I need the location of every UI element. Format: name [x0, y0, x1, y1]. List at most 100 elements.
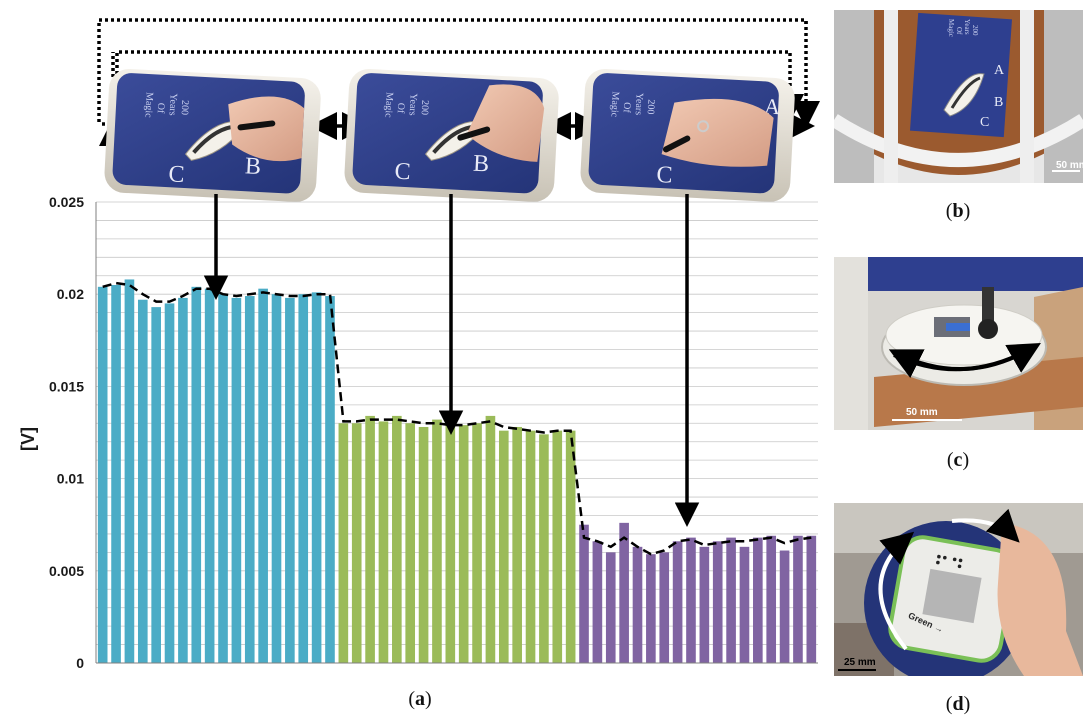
board-text-of: Of: [395, 102, 407, 114]
bar-series-2: [351, 423, 362, 663]
bar-series-1: [271, 294, 282, 663]
bar-series-2: [472, 423, 482, 663]
bar-series-1: [231, 297, 242, 663]
photo-d-handheld-device: Green → 25 mm: [834, 503, 1083, 676]
bar-series-2: [378, 421, 389, 663]
board-letter-c: C: [168, 161, 185, 188]
board-text-magic: Magic: [608, 91, 620, 118]
bar-series-2: [432, 419, 442, 663]
bar-series-3: [726, 537, 736, 663]
bar-series-3: [605, 552, 616, 663]
bar-series-1: [244, 296, 255, 663]
caption-b-letter: b: [952, 200, 964, 222]
bar-series-1: [204, 288, 215, 663]
bar-series-1: [191, 286, 202, 663]
photo-d-svg: Green → 25 mm: [834, 503, 1083, 676]
caption-c: (c): [946, 449, 970, 471]
board-text-200: 200: [645, 99, 657, 115]
y-tick-label: 0: [76, 655, 84, 671]
bar-series-1: [258, 288, 268, 663]
device-board-2: 200 Years Of Magic B C: [344, 69, 559, 202]
photo-b-letter-a: A: [994, 63, 1005, 78]
board-text-years: Years: [633, 93, 645, 116]
device-board-3: 200 Years Of Magic A C: [580, 69, 795, 202]
bar-series-3: [646, 554, 656, 663]
bar-series-2: [365, 415, 375, 663]
photo-b-scale-label: 50 mm: [1056, 160, 1083, 171]
y-tick-label: 0.01: [57, 471, 84, 487]
bar-series-2: [392, 415, 402, 663]
bar-series-3: [686, 537, 696, 663]
bar-series-1: [325, 296, 335, 663]
caption-d: (d): [945, 693, 971, 715]
bar-series-3: [766, 535, 777, 663]
device-board-1: 200 Years Of Magic B C: [104, 69, 321, 202]
bar-series-1: [124, 279, 135, 663]
device-schematic: 200 Years Of Magic B C 200 Years Of Magi…: [0, 0, 830, 205]
y-tick-labels: 0 0.005 0.01 0.015 0.02 0.025: [49, 194, 84, 671]
bar-series-2: [565, 430, 576, 663]
caption-c-letter: c: [953, 449, 963, 471]
board-text-years: Years: [167, 93, 179, 116]
bar-series-3: [753, 537, 763, 663]
bar-series-3: [779, 550, 790, 663]
bar-series-1: [137, 299, 148, 663]
photo-c-svg: 50 mm: [834, 257, 1083, 430]
voltage-bar-chart: 0 0.005 0.01 0.015 0.02 0.025 [V]: [0, 185, 830, 680]
bar-series-2: [552, 430, 563, 663]
photo-d-scale-label: 25 mm: [844, 657, 876, 668]
photo-b-text-magic: Magic: [947, 19, 955, 37]
bar-series-2: [418, 426, 429, 663]
bar-series-2: [405, 423, 416, 663]
board-letter-b: B: [244, 153, 261, 180]
chart-svg: 0 0.005 0.01 0.015 0.02 0.025 [V]: [18, 194, 818, 671]
bar-series-3: [806, 535, 817, 663]
board-text-magic: Magic: [142, 92, 154, 119]
bar-series-1: [218, 294, 228, 663]
board-text-200: 200: [419, 100, 431, 116]
bar-series-1: [97, 286, 108, 663]
y-tick-label: 0.02: [57, 286, 84, 302]
bar-series-1: [298, 294, 309, 663]
photo-b-letter-c: C: [980, 115, 989, 130]
bar-series-2: [338, 423, 349, 663]
photo-b-svg: 200 Years Of Magic A B C 50 mm: [834, 10, 1083, 183]
bar-series-3: [632, 546, 643, 663]
bars: [97, 279, 817, 663]
bar-series-1: [164, 303, 175, 663]
bar-series-3: [712, 541, 723, 663]
bar-series-1: [151, 307, 161, 663]
device-schematic-svg: 200 Years Of Magic B C 200 Years Of Magi…: [97, 18, 820, 202]
bar-series-2: [498, 430, 509, 663]
board-text-magic: Magic: [382, 92, 394, 119]
bar-series-2: [485, 415, 496, 663]
bar-series-3: [619, 522, 629, 663]
bar-series-2: [539, 434, 549, 663]
board-letter-b: B: [472, 151, 489, 178]
board-text-years: Years: [407, 93, 419, 116]
y-tick-label: 0.005: [49, 563, 84, 579]
bar-series-3: [672, 541, 683, 663]
photo-b-text-years: Years: [963, 19, 971, 35]
board-letter-c: C: [394, 158, 411, 185]
board-text-of: Of: [155, 102, 167, 114]
bar-series-3: [793, 535, 803, 663]
bar-series-3: [579, 524, 589, 663]
caption-d-letter: d: [952, 693, 964, 715]
board-letter-c: C: [656, 162, 673, 189]
photo-c-scale-label: 50 mm: [906, 407, 938, 418]
photo-b-letter-b: B: [994, 95, 1003, 110]
photo-c-rotation-mechanism: 50 mm: [834, 257, 1083, 430]
bar-series-3: [699, 546, 710, 663]
bar-series-1: [111, 284, 121, 663]
bar-series-2: [458, 425, 469, 663]
caption-b: (b): [945, 200, 971, 222]
bar-series-3: [659, 552, 670, 663]
y-axis-label: [V]: [18, 427, 38, 451]
board-text-of: Of: [621, 102, 633, 114]
board-text-200: 200: [179, 100, 191, 116]
caption-a-letter: a: [415, 688, 425, 710]
caption-a: (a): [408, 688, 432, 710]
bar-series-2: [445, 425, 456, 663]
y-tick-label: 0.015: [49, 378, 84, 394]
